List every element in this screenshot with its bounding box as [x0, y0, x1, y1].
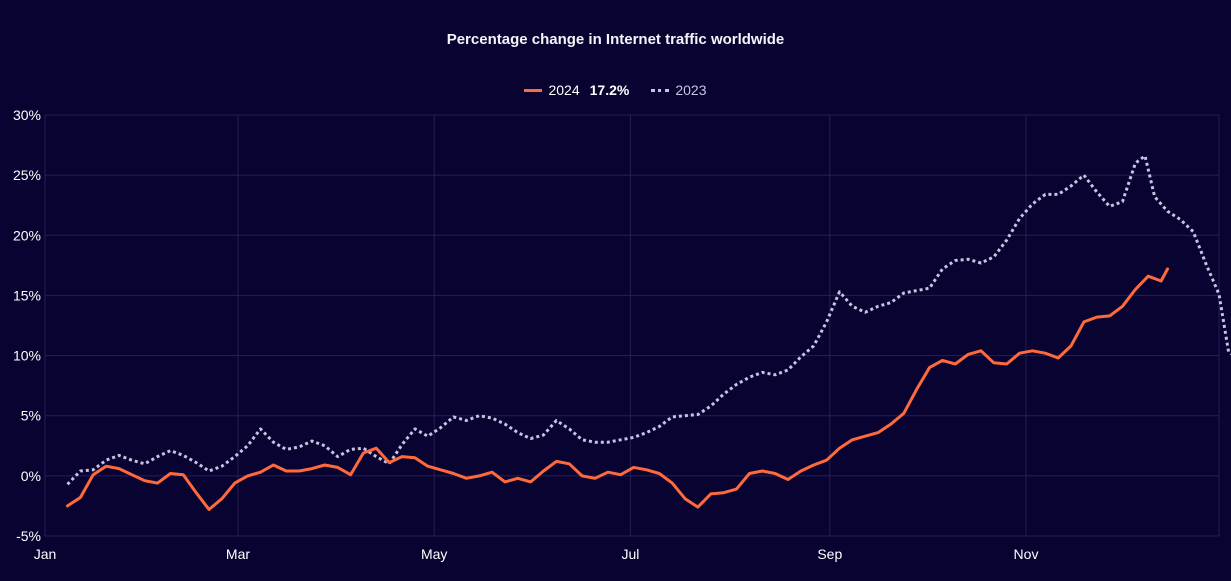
- legend-item-2024[interactable]: 2024 17.2%: [524, 82, 629, 98]
- x-tick-label: Jan: [34, 546, 57, 562]
- series-line-2023: [66, 154, 1231, 486]
- y-tick-label: -5%: [16, 528, 41, 544]
- y-tick-label: 0%: [21, 468, 41, 484]
- x-tick-label: Nov: [1014, 546, 1039, 562]
- y-tick-label: 25%: [13, 167, 41, 183]
- legend-item-2023[interactable]: 2023: [651, 82, 707, 98]
- chart-legend: 2024 17.2% 2023: [0, 82, 1231, 98]
- legend-label-2024: 2024: [548, 82, 580, 98]
- y-tick-label: 30%: [13, 107, 41, 123]
- x-tick-label: May: [421, 546, 447, 562]
- x-tick-label: Mar: [226, 546, 250, 562]
- legend-swatch-2024: [524, 88, 543, 92]
- legend-swatch-2023: [651, 88, 670, 92]
- y-tick-label: 15%: [13, 287, 41, 303]
- chart-title: Percentage change in Internet traffic wo…: [446, 31, 785, 48]
- legend-value-2024: 17.2%: [589, 82, 630, 98]
- y-tick-label: 20%: [13, 227, 41, 243]
- y-tick-label: 10%: [13, 348, 41, 364]
- legend-label-2023: 2023: [675, 82, 707, 98]
- x-tick-label: Jul: [621, 546, 639, 562]
- y-tick-label: 5%: [21, 408, 41, 424]
- series-line-2024: [66, 267, 1169, 511]
- x-tick-label: Sep: [817, 546, 842, 562]
